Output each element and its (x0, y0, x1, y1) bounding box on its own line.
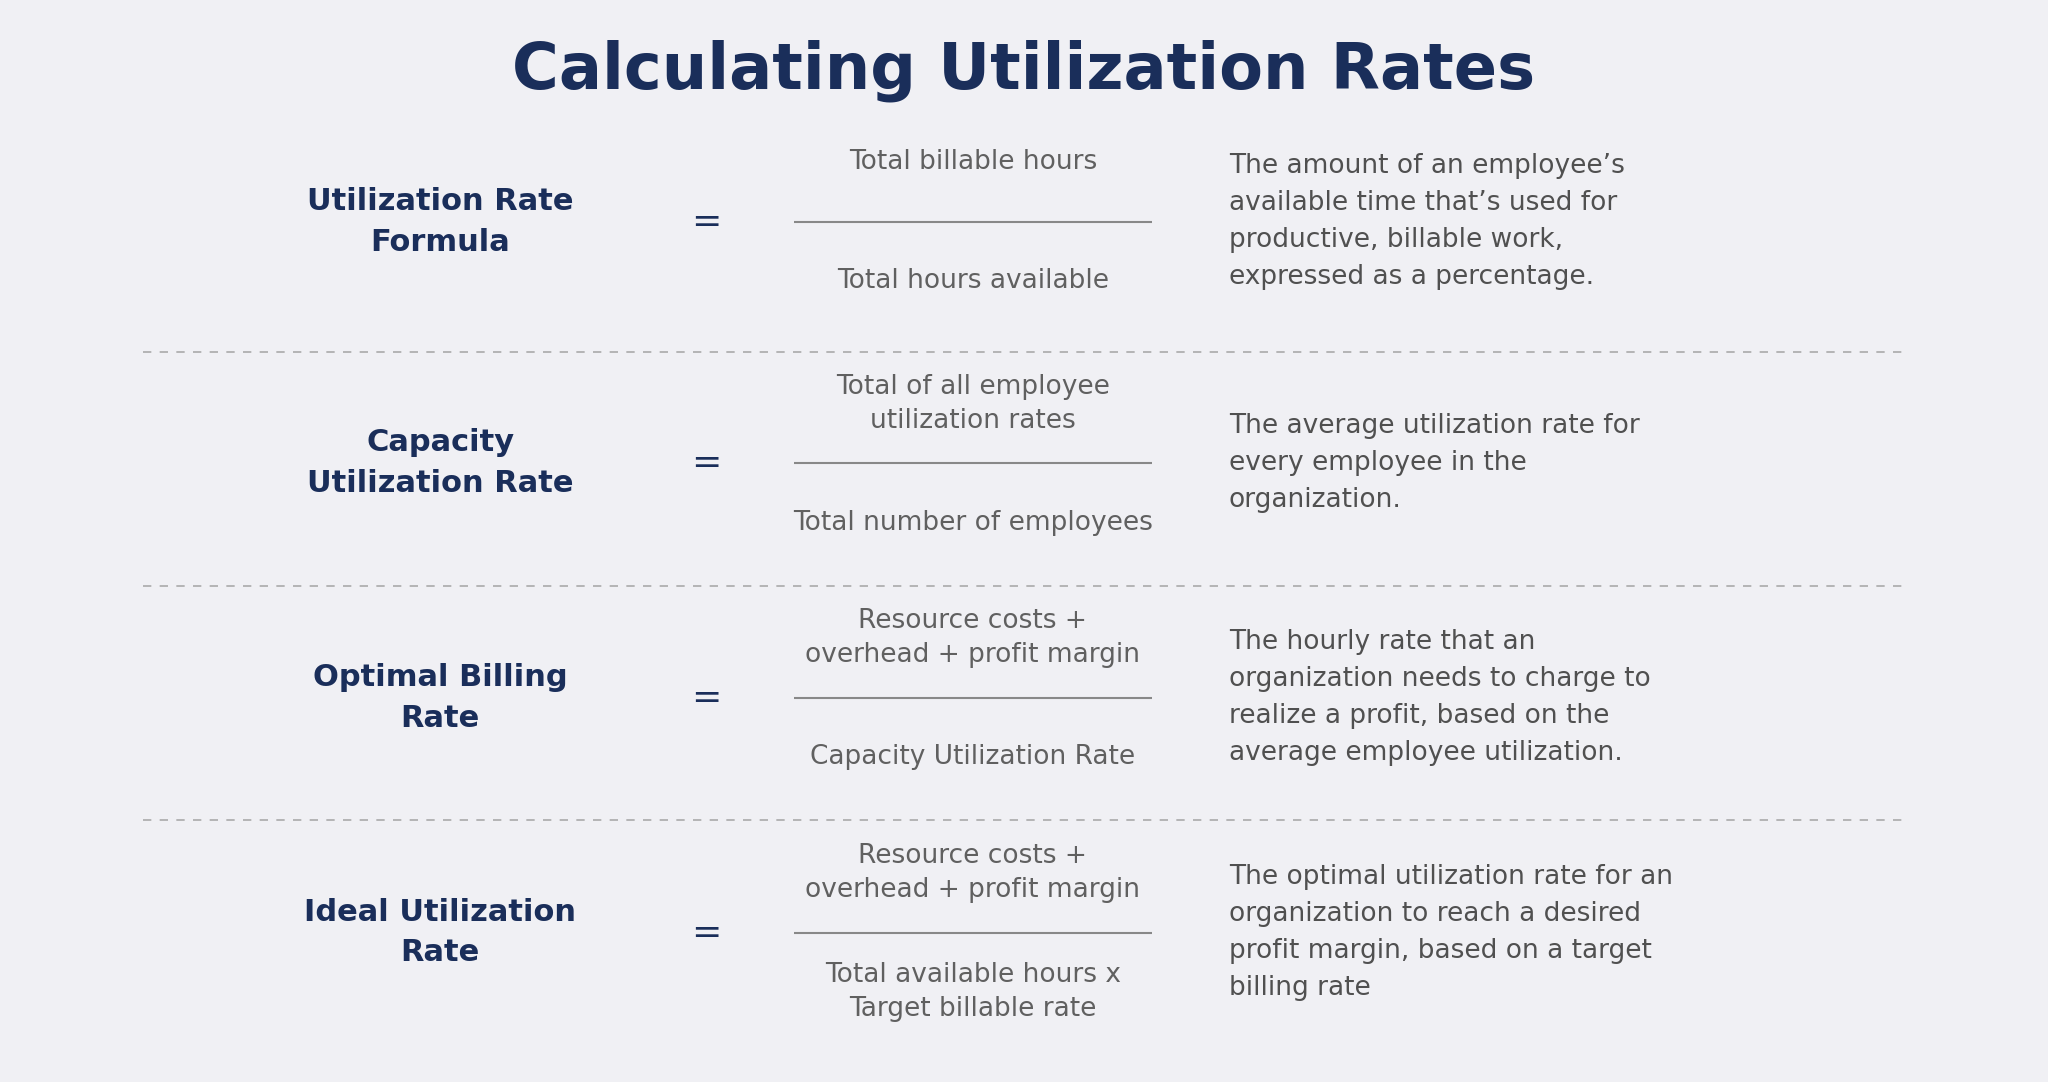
Text: The amount of an employee’s
available time that’s used for
productive, billable : The amount of an employee’s available ti… (1229, 154, 1624, 290)
Text: Optimal Billing
Rate: Optimal Billing Rate (313, 663, 567, 733)
Text: Total hours available: Total hours available (838, 268, 1108, 294)
Text: Capacity Utilization Rate: Capacity Utilization Rate (811, 744, 1135, 770)
Text: =: = (692, 915, 721, 950)
Text: The hourly rate that an
organization needs to charge to
realize a profit, based : The hourly rate that an organization nee… (1229, 630, 1651, 766)
Text: Utilization Rate
Formula: Utilization Rate Formula (307, 187, 573, 256)
Text: The average utilization rate for
every employee in the
organization.: The average utilization rate for every e… (1229, 413, 1640, 513)
Text: Calculating Utilization Rates: Calculating Utilization Rates (512, 39, 1536, 102)
Text: Total available hours x
Target billable rate: Total available hours x Target billable … (825, 962, 1120, 1022)
Text: Total billable hours: Total billable hours (848, 149, 1098, 175)
Text: =: = (692, 204, 721, 239)
Text: Total number of employees: Total number of employees (793, 510, 1153, 536)
Text: Resource costs +
overhead + profit margin: Resource costs + overhead + profit margi… (805, 843, 1141, 903)
Text: =: = (692, 446, 721, 480)
Text: Total of all employee
utilization rates: Total of all employee utilization rates (836, 373, 1110, 434)
Text: Ideal Utilization
Rate: Ideal Utilization Rate (305, 898, 575, 967)
Text: Capacity
Utilization Rate: Capacity Utilization Rate (307, 428, 573, 498)
Text: The optimal utilization rate for an
organization to reach a desired
profit margi: The optimal utilization rate for an orga… (1229, 865, 1673, 1001)
Text: Resource costs +
overhead + profit margin: Resource costs + overhead + profit margi… (805, 608, 1141, 669)
Text: =: = (692, 681, 721, 715)
